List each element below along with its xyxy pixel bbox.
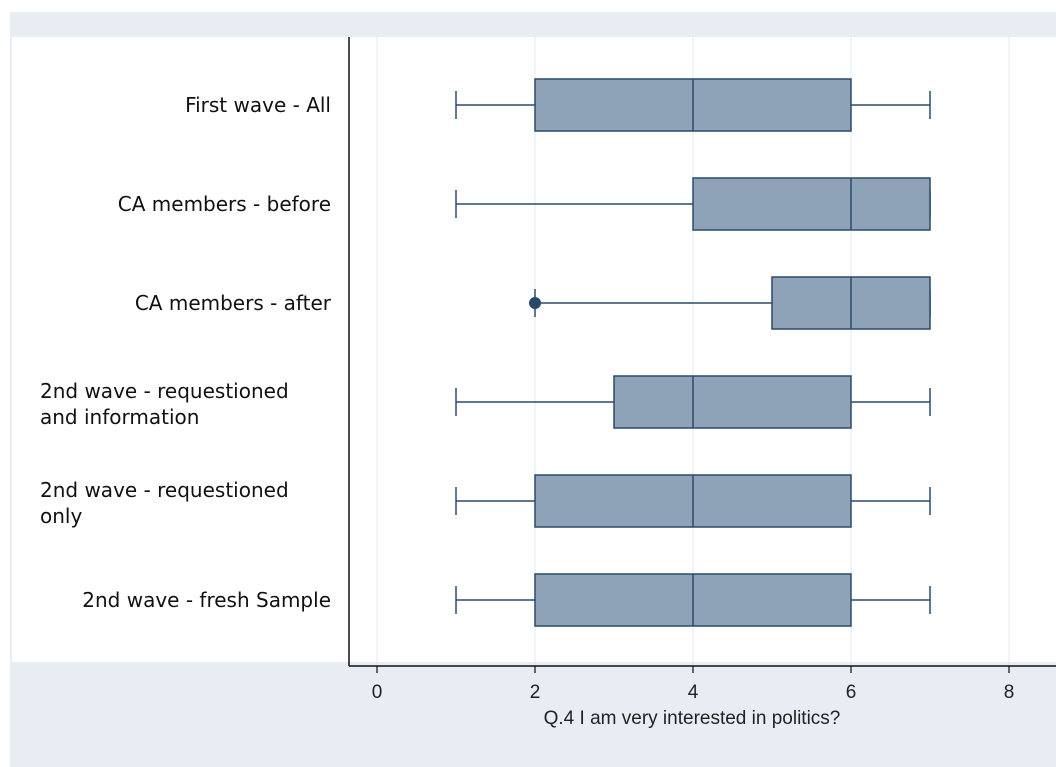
grid-layer (376, 37, 1010, 666)
iqr-box (613, 375, 852, 429)
x-axis-ticks: 0 2 4 6 8 (372, 666, 1015, 703)
box-row (455, 474, 931, 528)
iqr-box (692, 177, 931, 231)
category-label: 2nd wave - requestioned (40, 478, 289, 502)
x-tick-label: 6 (846, 682, 857, 703)
box-row (455, 375, 931, 429)
x-tick-label: 4 (688, 682, 699, 703)
category-label: 2nd wave - requestioned (40, 379, 289, 403)
category-label: only (40, 504, 82, 528)
category-label: and information (40, 405, 199, 429)
category-label: First wave - All (185, 93, 331, 117)
category-label: 2nd wave - fresh Sample (82, 588, 331, 612)
x-tick-label: 8 (1004, 682, 1015, 703)
x-tick-label: 0 (372, 682, 383, 703)
panel-background (12, 37, 1056, 662)
box-row (455, 573, 931, 627)
box-row (455, 177, 931, 231)
category-label: CA members - before (118, 192, 331, 216)
category-labels: First wave - All CA members - before CA me… (40, 93, 332, 612)
box-row (529, 276, 931, 330)
boxes-layer (455, 78, 931, 627)
x-axis-title: Q.4 I am very interested in politics? (544, 708, 841, 729)
outlier-point (529, 297, 541, 309)
category-label: CA members - after (135, 291, 332, 315)
box-row (455, 78, 931, 132)
x-tick-label: 2 (530, 682, 541, 703)
